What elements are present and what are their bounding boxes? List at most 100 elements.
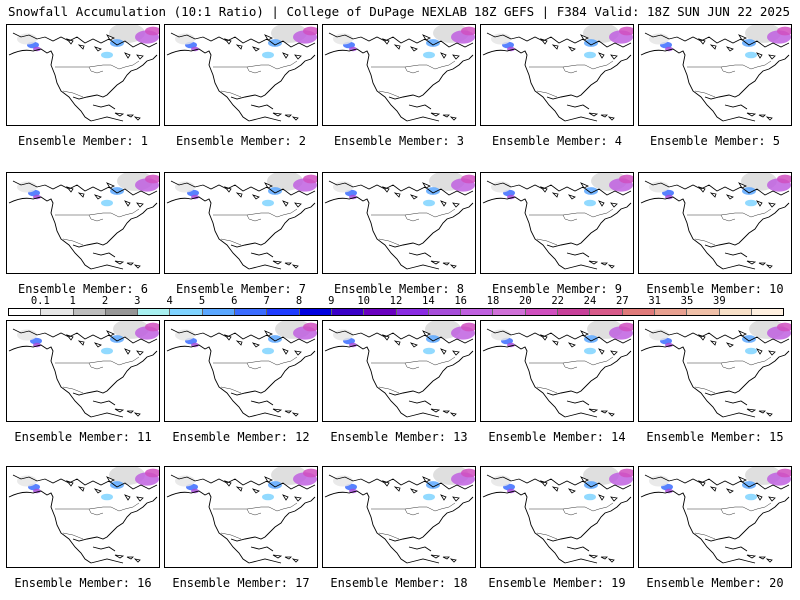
coastline [166,344,316,418]
snowfall-area [777,468,791,478]
snowfall-area [745,347,757,355]
ensemble-map-panel [638,466,792,568]
colorbar-segment [396,309,429,315]
islands [381,476,460,563]
country-border [529,356,614,394]
islands [65,182,144,269]
ensemble-member-caption: Ensemble Member: 11 [14,430,152,444]
snowfall-area [303,26,317,36]
snowfall-area [268,187,282,195]
country-border [529,502,614,540]
islands [697,182,776,269]
snowfall-area [262,51,274,59]
coastline [324,490,474,564]
colorbar-tick-label: 5 [198,295,206,307]
islands [539,330,618,417]
snowfall-area [262,493,274,501]
ensemble-map-panel [480,466,634,568]
snowfall-area [742,187,756,195]
snowfall-area [584,39,598,47]
country-border [529,60,614,98]
colorbar-segment [299,309,332,315]
snowfall-area [745,493,757,501]
ensemble-map-panel [638,320,792,422]
islands [697,476,776,563]
islands [65,476,144,563]
coastline [324,196,474,270]
snowfall-area [742,335,756,343]
snowfall-area [461,322,475,332]
snowfall-area [101,51,113,59]
colorbar-segment [525,309,559,315]
colorbar-segment [235,309,268,315]
arctic-coastline [486,32,632,48]
colorbar-segment [170,309,203,315]
colorbar-labels: 0.1 1 2 3 4 5 6 7 8 9 10 12 14 16 18 20 22 24 27 31 35 39 [8,295,784,307]
islands [381,330,460,417]
colorbar-tick-label: 39 [713,295,726,307]
ensemble-member-caption: Ensemble Member: 8 [333,282,465,296]
islands [223,34,302,121]
snowfall-map [8,173,159,270]
snowfall-area [262,199,274,207]
ensemble-map-panel [322,320,476,422]
islands [539,182,618,269]
snowfall-area [742,39,756,47]
colorbar-segment [687,309,720,315]
country-border [55,208,140,246]
snowfall-map [640,467,791,564]
snowfall-map [324,173,475,270]
country-border [55,60,140,98]
ensemble-map-panel [164,320,318,422]
snowfall-map [482,321,633,418]
ensemble-map-panel [164,24,318,126]
ensemble-member-caption: Ensemble Member: 19 [488,576,626,590]
ensemble-map-panel [322,172,476,274]
snowfall-area [110,39,124,47]
snowfall-area [426,481,440,489]
snowfall-area [145,26,159,36]
snowfall-area [423,199,435,207]
country-border [213,502,298,540]
colorbar-segment [202,309,236,315]
snowfall-area [619,174,633,184]
country-border [371,356,456,394]
ensemble-map-panel [6,172,160,274]
snowfall-area [262,347,274,355]
arctic-coastline [328,328,474,344]
coastline [8,48,158,122]
colorbar-tick-label: 35 [680,295,694,307]
colorbar-segment [73,309,106,315]
colorbar-segment [622,309,655,315]
ensemble-map-panel [480,172,634,274]
colorbar-segment [9,309,42,315]
ensemble-map-panel [164,172,318,274]
snowfall-area [423,51,435,59]
arctic-coastline [328,180,474,196]
colorbar-segment [428,309,462,315]
snowfall-map [324,467,475,564]
colorbar-segment [138,309,171,315]
country-border [371,502,456,540]
snowfall-area [745,51,757,59]
snowfall-map [8,467,159,564]
ensemble-member-caption: Ensemble Member: 20 [646,576,784,590]
arctic-coastline [170,474,316,490]
colorbar-tick-label: 18 [486,295,500,307]
snowfall-area [110,481,124,489]
ensemble-member-caption: Ensemble Member: 12 [172,430,310,444]
arctic-coastline [644,328,790,344]
snowfall-area [423,493,435,501]
ensemble-member-caption: Ensemble Member: 2 [175,134,307,148]
country-border [687,208,772,246]
arctic-coastline [644,180,790,196]
coastline [8,196,158,270]
country-border [371,208,456,246]
country-border [371,60,456,98]
snowfall-map [166,321,317,418]
colorbar-tick-label: 7 [263,295,270,307]
colorbar-tick-label: 3 [134,295,141,307]
snowfall-map [166,467,317,564]
snowfall-map [324,25,475,122]
coastline [166,48,316,122]
